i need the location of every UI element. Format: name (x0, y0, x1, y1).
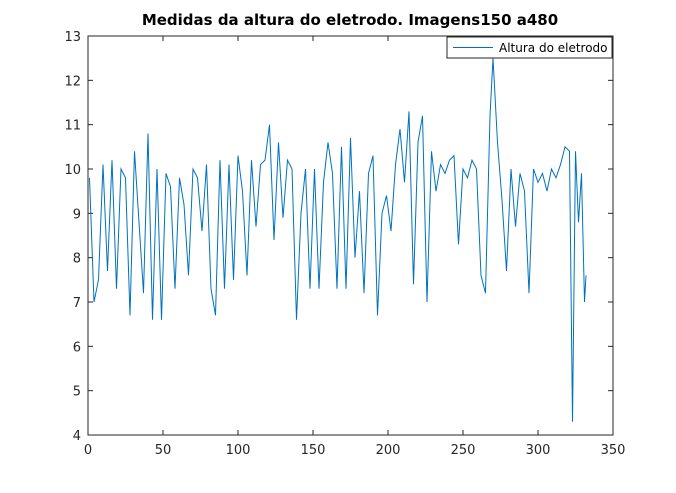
x-tick-label: 300 (526, 443, 551, 458)
x-tick-label: 150 (301, 443, 326, 458)
x-tick-label: 50 (155, 443, 172, 458)
legend-box (446, 36, 613, 59)
data-line (89, 58, 587, 422)
x-tick-label: 100 (226, 443, 251, 458)
y-tick-label: 13 (64, 30, 81, 45)
x-tick-label: 350 (601, 443, 626, 458)
y-tick-label: 10 (64, 163, 81, 178)
x-tick-label: 250 (451, 443, 476, 458)
y-tick-label: 11 (64, 119, 81, 134)
y-tick-label: 7 (73, 296, 81, 311)
x-tick-label: 200 (376, 443, 401, 458)
y-tick-label: 4 (73, 429, 81, 444)
chart-title: Medidas da altura do eletrodo. Imagens15… (142, 11, 558, 29)
y-tick-label: 6 (73, 340, 81, 355)
y-tick-label: 8 (73, 252, 81, 267)
legend-label: Altura do eletrodo (499, 41, 608, 55)
plot-area (87, 35, 614, 436)
x-tick-label: 0 (84, 443, 92, 458)
y-tick-label: 5 (73, 385, 81, 400)
y-tick-label: 9 (73, 207, 81, 222)
y-tick-label: 12 (64, 74, 81, 89)
